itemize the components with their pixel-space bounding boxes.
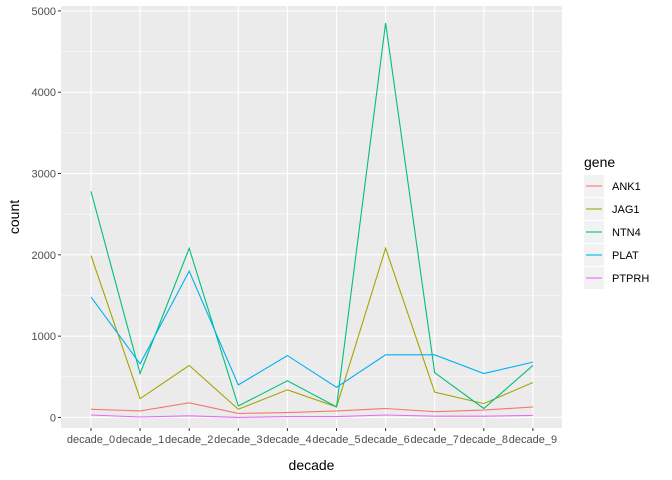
y-tick-label: 2000 [32, 250, 56, 262]
x-tick-label: decade_7 [411, 434, 459, 446]
y-tick-label: 1000 [32, 331, 56, 343]
y-tick-label: 3000 [32, 168, 56, 180]
x-axis-title: decade [289, 457, 335, 473]
x-axis: decade_0 decade_1 decade_2 decade_3 decade_4… [67, 428, 557, 446]
legend: gene ANK1 JAG1 NTN4 PLAT PTPRH [584, 154, 649, 289]
y-tick-label: 0 [50, 412, 56, 424]
y-tick-label: 5000 [32, 6, 56, 18]
series-line-jag1 [90, 246, 534, 410]
series-line-ank1 [90, 402, 533, 414]
legend-label-ntn4: NTN4 [612, 227, 641, 239]
legend-label-jag1: JAG1 [612, 204, 640, 216]
x-tick-label: decade_8 [460, 434, 508, 446]
y-axis-title: count [6, 200, 22, 234]
x-tick-label: decade_0 [67, 434, 115, 446]
x-tick-label: decade_5 [312, 434, 360, 446]
series-line-ntn4 [90, 23, 534, 410]
x-tick-label: decade_6 [361, 434, 409, 446]
y-tick-label: 4000 [32, 87, 56, 99]
x-tick-label: decade_2 [165, 434, 213, 446]
legend-label-ptprh: PTPRH [612, 273, 649, 285]
x-tick-label: decade_4 [263, 434, 311, 446]
legend-title: gene [584, 154, 615, 170]
y-axis: 0 1000 2000 3000 4000 5000 [32, 6, 61, 424]
x-tick-label: decade_3 [214, 434, 262, 446]
series-line-plat [90, 269, 534, 388]
x-tick-label: decade_1 [116, 434, 164, 446]
legend-label-ank1: ANK1 [612, 181, 641, 193]
panel-background [61, 6, 562, 428]
minor-gridlines [61, 51, 562, 378]
series-lines [90, 23, 534, 418]
series-line-ptprh [90, 414, 533, 418]
x-tick-label: decade_9 [509, 434, 557, 446]
legend-label-plat: PLAT [612, 250, 639, 262]
